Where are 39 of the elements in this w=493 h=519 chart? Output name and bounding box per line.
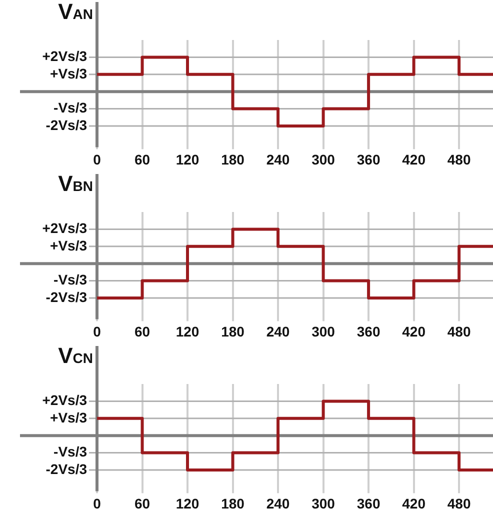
x-tick-label: 360 <box>356 495 380 512</box>
x-tick-label: 0 <box>93 495 102 512</box>
x-tick-label: 60 <box>134 151 150 168</box>
x-tick-label: 300 <box>312 495 336 512</box>
ref-line-label: +2Vs/3 <box>42 220 88 236</box>
x-tick-label: 240 <box>266 323 290 340</box>
x-tick-label: 360 <box>356 323 380 340</box>
x-tick-label: 120 <box>176 151 200 168</box>
x-tick-label: 0 <box>93 323 102 340</box>
x-tick-label: 420 <box>402 151 426 168</box>
ref-line-label: -2Vs/3 <box>46 288 88 305</box>
x-tick-label: 480 <box>447 151 471 168</box>
x-tick-label: 60 <box>134 323 150 340</box>
ref-line-label: +Vs/3 <box>50 65 88 82</box>
ref-line-label: +2Vs/3 <box>42 392 88 408</box>
x-tick-label: 180 <box>221 151 245 168</box>
x-tick-label: 180 <box>221 495 245 512</box>
ref-line-label: -2Vs/3 <box>46 116 88 133</box>
x-tick-label: 60 <box>134 495 150 512</box>
x-tick-label: 240 <box>266 495 290 512</box>
ref-line-label: -Vs/3 <box>54 444 88 460</box>
x-tick-label: 120 <box>176 495 200 512</box>
x-tick-label: 420 <box>402 323 426 340</box>
x-tick-label: 180 <box>221 323 245 340</box>
ref-line-label: -Vs/3 <box>54 100 88 116</box>
x-tick-label: 480 <box>447 495 471 512</box>
x-tick-label: 360 <box>356 151 380 168</box>
ref-line-label: +Vs/3 <box>50 409 88 426</box>
x-tick-label: 240 <box>266 151 290 168</box>
ref-line-label: -2Vs/3 <box>46 460 88 477</box>
x-tick-label: 0 <box>93 151 102 168</box>
ref-line-label: -Vs/3 <box>54 272 88 288</box>
x-tick-label: 300 <box>312 151 336 168</box>
ref-line-label: +Vs/3 <box>50 237 88 254</box>
ref-line-label: +2Vs/3 <box>42 48 88 64</box>
x-tick-label: 420 <box>402 495 426 512</box>
x-tick-label: 120 <box>176 323 200 340</box>
x-tick-label: 300 <box>312 323 336 340</box>
x-tick-label: 480 <box>447 323 471 340</box>
